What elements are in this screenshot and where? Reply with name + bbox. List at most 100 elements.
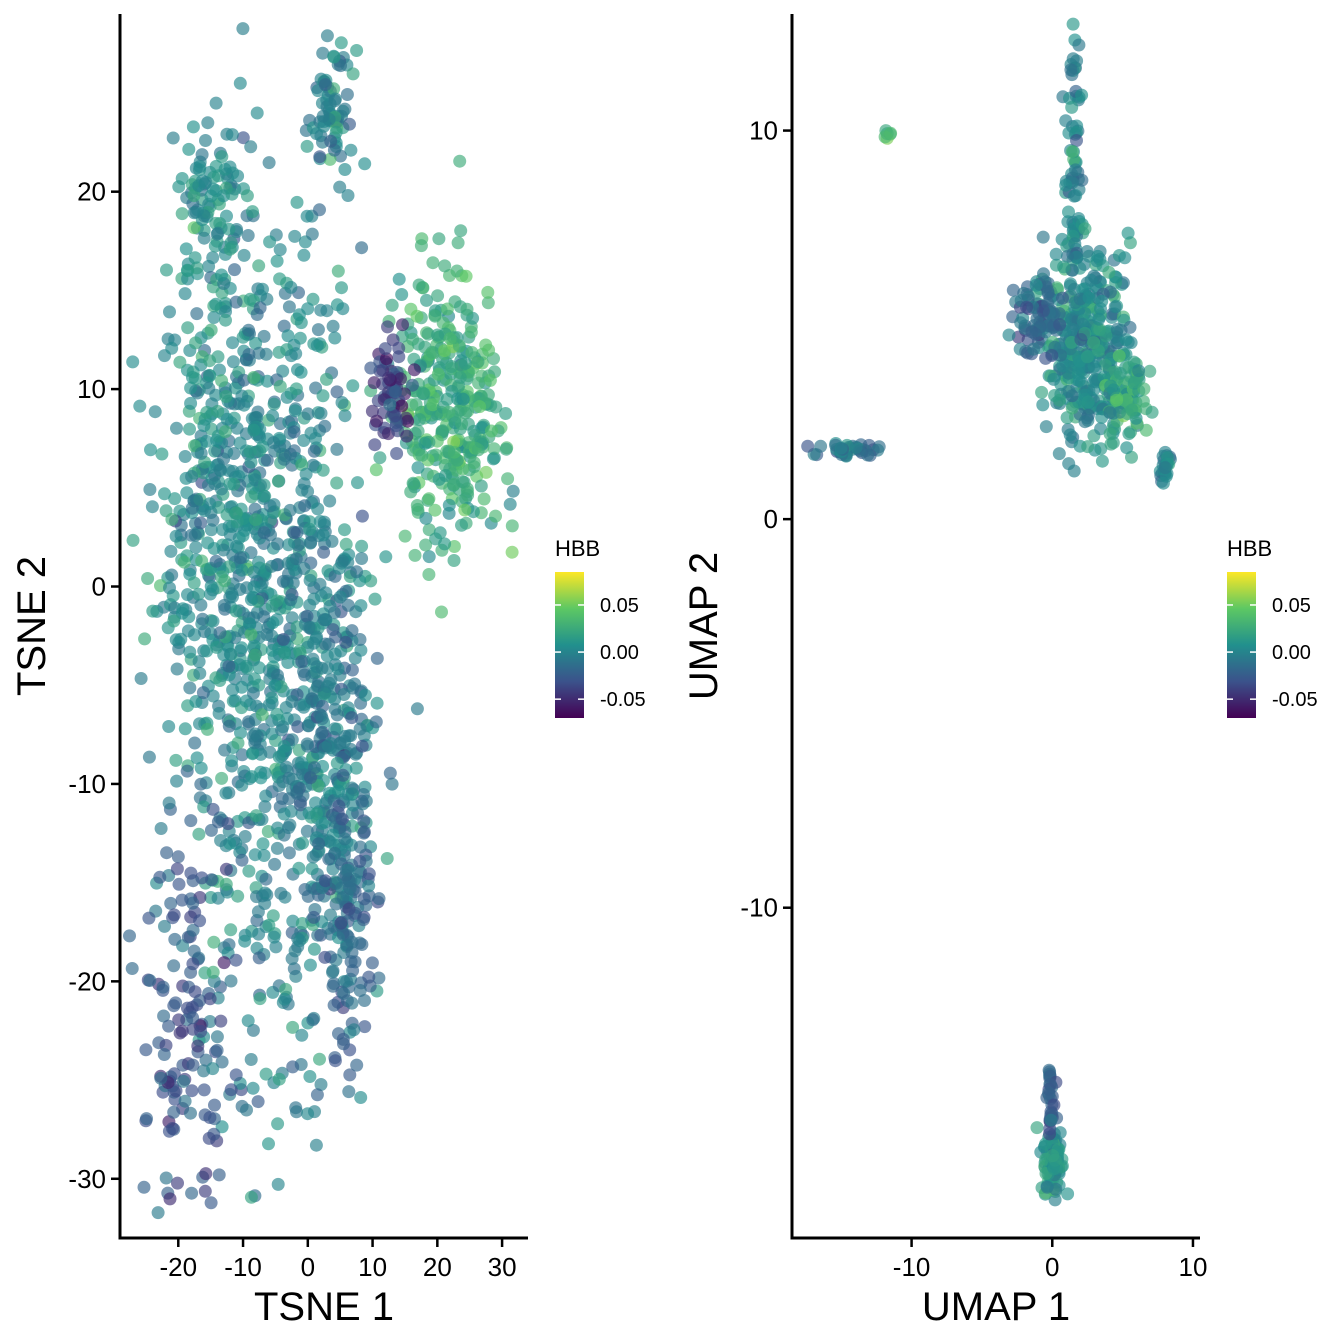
data-point — [314, 406, 328, 420]
data-point — [228, 263, 241, 277]
data-point — [290, 1105, 303, 1119]
data-point — [246, 205, 259, 219]
data-point — [358, 1020, 372, 1034]
data-point — [1065, 100, 1079, 114]
data-point — [464, 325, 478, 339]
data-point — [276, 574, 290, 588]
data-point — [357, 825, 371, 839]
data-point — [257, 610, 271, 624]
data-point — [1044, 1113, 1058, 1127]
data-point — [210, 227, 224, 241]
data-point — [252, 346, 266, 360]
data-point — [350, 1058, 364, 1072]
data-point — [1027, 342, 1041, 356]
data-point — [154, 822, 168, 835]
data-point — [181, 1001, 194, 1015]
data-point — [353, 854, 367, 868]
umap-panel: -10 0 10 -10 0 10 UMAP 1 UMAP 2 HBB 0.05 0.00 -0.05 — [682, 14, 1318, 1329]
data-point — [148, 405, 162, 419]
data-point — [203, 497, 217, 511]
data-point — [303, 573, 317, 587]
data-point — [213, 463, 227, 477]
data-point — [133, 399, 147, 413]
data-point — [341, 872, 355, 886]
data-point — [314, 303, 328, 317]
data-point — [225, 754, 239, 768]
data-point — [229, 953, 243, 967]
data-point — [238, 523, 252, 537]
data-point — [323, 494, 337, 508]
legend-tick-label: -0.05 — [600, 689, 646, 711]
data-point — [200, 644, 214, 658]
data-point — [1066, 17, 1080, 31]
data-point — [272, 345, 286, 359]
data-point — [327, 606, 341, 620]
data-point — [395, 288, 409, 301]
data-point — [244, 1190, 258, 1204]
data-point — [179, 242, 193, 256]
data-point — [1037, 267, 1050, 281]
data-point — [164, 544, 178, 558]
data-point — [417, 387, 431, 401]
data-point — [343, 117, 356, 131]
data-point — [305, 862, 319, 876]
data-point — [355, 794, 369, 808]
data-point — [233, 436, 247, 450]
data-point — [326, 965, 339, 979]
data-point — [251, 905, 265, 919]
data-point — [313, 1052, 326, 1066]
data-point — [185, 1084, 199, 1098]
data-point — [1112, 349, 1126, 363]
x-tick-label: 0 — [1045, 1252, 1059, 1282]
data-point — [175, 1024, 189, 1038]
data-point — [307, 444, 321, 458]
data-point — [197, 231, 211, 245]
data-point — [306, 1013, 320, 1027]
data-point — [183, 422, 196, 436]
data-point — [814, 439, 828, 453]
data-point — [240, 189, 254, 203]
data-point — [238, 934, 252, 948]
data-point — [429, 532, 443, 546]
data-point — [217, 956, 231, 970]
data-point — [336, 554, 350, 568]
data-point — [338, 409, 352, 423]
data-point — [1044, 1078, 1057, 1091]
data-point — [281, 329, 295, 343]
data-point — [479, 465, 493, 479]
data-point — [170, 662, 184, 676]
data-point — [186, 957, 200, 971]
data-point — [1087, 360, 1101, 373]
data-point — [291, 363, 304, 377]
data-point — [200, 405, 214, 419]
data-point — [330, 756, 344, 770]
data-point — [346, 67, 360, 81]
data-point — [287, 526, 301, 540]
points-layer — [801, 17, 1177, 1207]
data-point — [247, 371, 261, 384]
data-point — [290, 195, 304, 209]
data-point — [196, 612, 210, 626]
data-point — [201, 116, 215, 130]
data-point — [330, 476, 344, 490]
data-point — [455, 417, 469, 431]
data-point — [250, 106, 264, 120]
data-point — [349, 761, 363, 775]
data-point — [218, 743, 232, 757]
data-point — [187, 944, 201, 958]
data-point — [380, 352, 393, 366]
data-point — [195, 148, 209, 162]
data-point — [219, 877, 233, 891]
data-point — [456, 392, 470, 406]
data-point — [861, 448, 875, 462]
data-point — [1064, 63, 1078, 77]
data-point — [426, 398, 440, 412]
data-point — [175, 207, 189, 221]
data-point — [291, 720, 305, 734]
data-point — [245, 770, 259, 784]
data-point — [215, 1120, 229, 1134]
data-point — [306, 850, 320, 864]
data-point — [849, 440, 863, 454]
data-point — [362, 970, 376, 984]
data-point — [473, 400, 487, 414]
